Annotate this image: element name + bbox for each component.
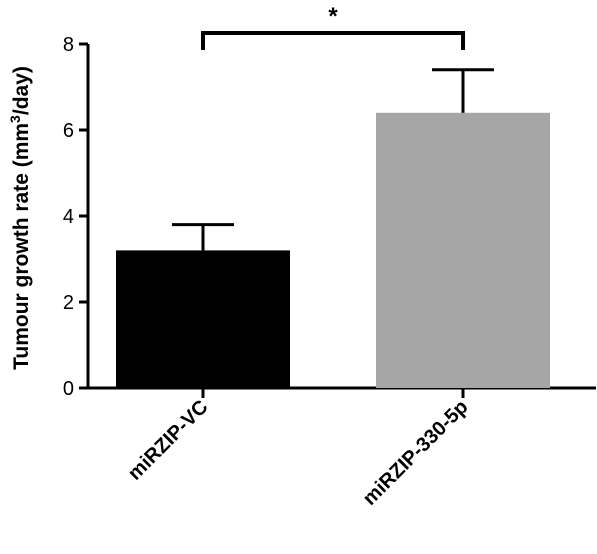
y-tick-label-4: 4 — [63, 206, 74, 228]
y-tick-label-0: 0 — [63, 378, 74, 400]
y-axis-title-end: /day) — [10, 66, 33, 115]
significance-asterisk: * — [328, 3, 338, 30]
y-axis-title-main: Tumour growth rate (mm — [10, 123, 33, 370]
y-axis-title: Tumour growth rate (mm3/day) — [7, 66, 33, 370]
bar-mirzip-vc — [116, 250, 290, 388]
y-axis-title-superscript: 3 — [7, 115, 23, 123]
bar-mirzip-330-5p — [376, 112, 550, 389]
significance-bracket — [201, 31, 465, 50]
y-tick-label-8: 8 — [63, 34, 74, 56]
y-tick-label-6: 6 — [63, 120, 74, 142]
y-tick-label-2: 2 — [63, 292, 74, 314]
x-category-label-mirzip-vc: miRZIP-VC — [124, 396, 213, 485]
x-category-label-mirzip-330-5p: miRZIP-330-5p — [359, 396, 473, 510]
y-ticks: 0 2 4 6 8 — [63, 34, 88, 400]
